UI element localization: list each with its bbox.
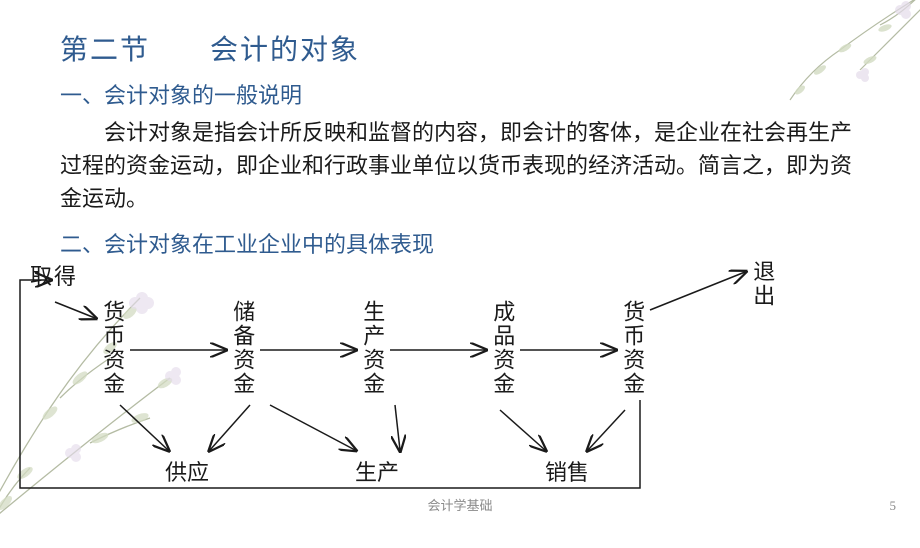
flow-stage-s2: 生产 xyxy=(355,455,399,487)
flow-end-label: 退出 xyxy=(750,260,774,308)
subheading-1: 一、会计对象的一般说明 xyxy=(60,78,860,110)
flow-diagram: 取得 退出货币资金 储备资金 生产资金 成品资金 货币资金供应 生产 销售 xyxy=(0,250,920,510)
flow-node-n5: 货币资金 xyxy=(620,300,644,396)
slide-content: 第二节 会计的对象 一、会计对象的一般说明 会计对象是指会计所反映和监督的内容，… xyxy=(0,0,920,259)
footer-label: 会计学基础 xyxy=(427,495,492,514)
body-paragraph: 会计对象是指会计所反映和监督的内容，即会计的客体，是企业在社会再生产过程的资金运… xyxy=(60,116,860,215)
flow-node-n4: 成品资金 xyxy=(490,300,514,396)
flow-stage-s1: 供应 xyxy=(165,455,209,487)
flow-start-label: 取得 xyxy=(30,265,78,289)
flow-node-n2: 储备资金 xyxy=(230,300,254,396)
diagram-arrows xyxy=(0,250,920,510)
page-number: 5 xyxy=(890,498,897,514)
flow-node-n3: 生产资金 xyxy=(360,300,384,396)
section-title: 第二节 会计的对象 xyxy=(60,28,860,68)
flow-node-n1: 货币资金 xyxy=(100,300,124,396)
flow-stage-s3: 销售 xyxy=(545,455,589,487)
